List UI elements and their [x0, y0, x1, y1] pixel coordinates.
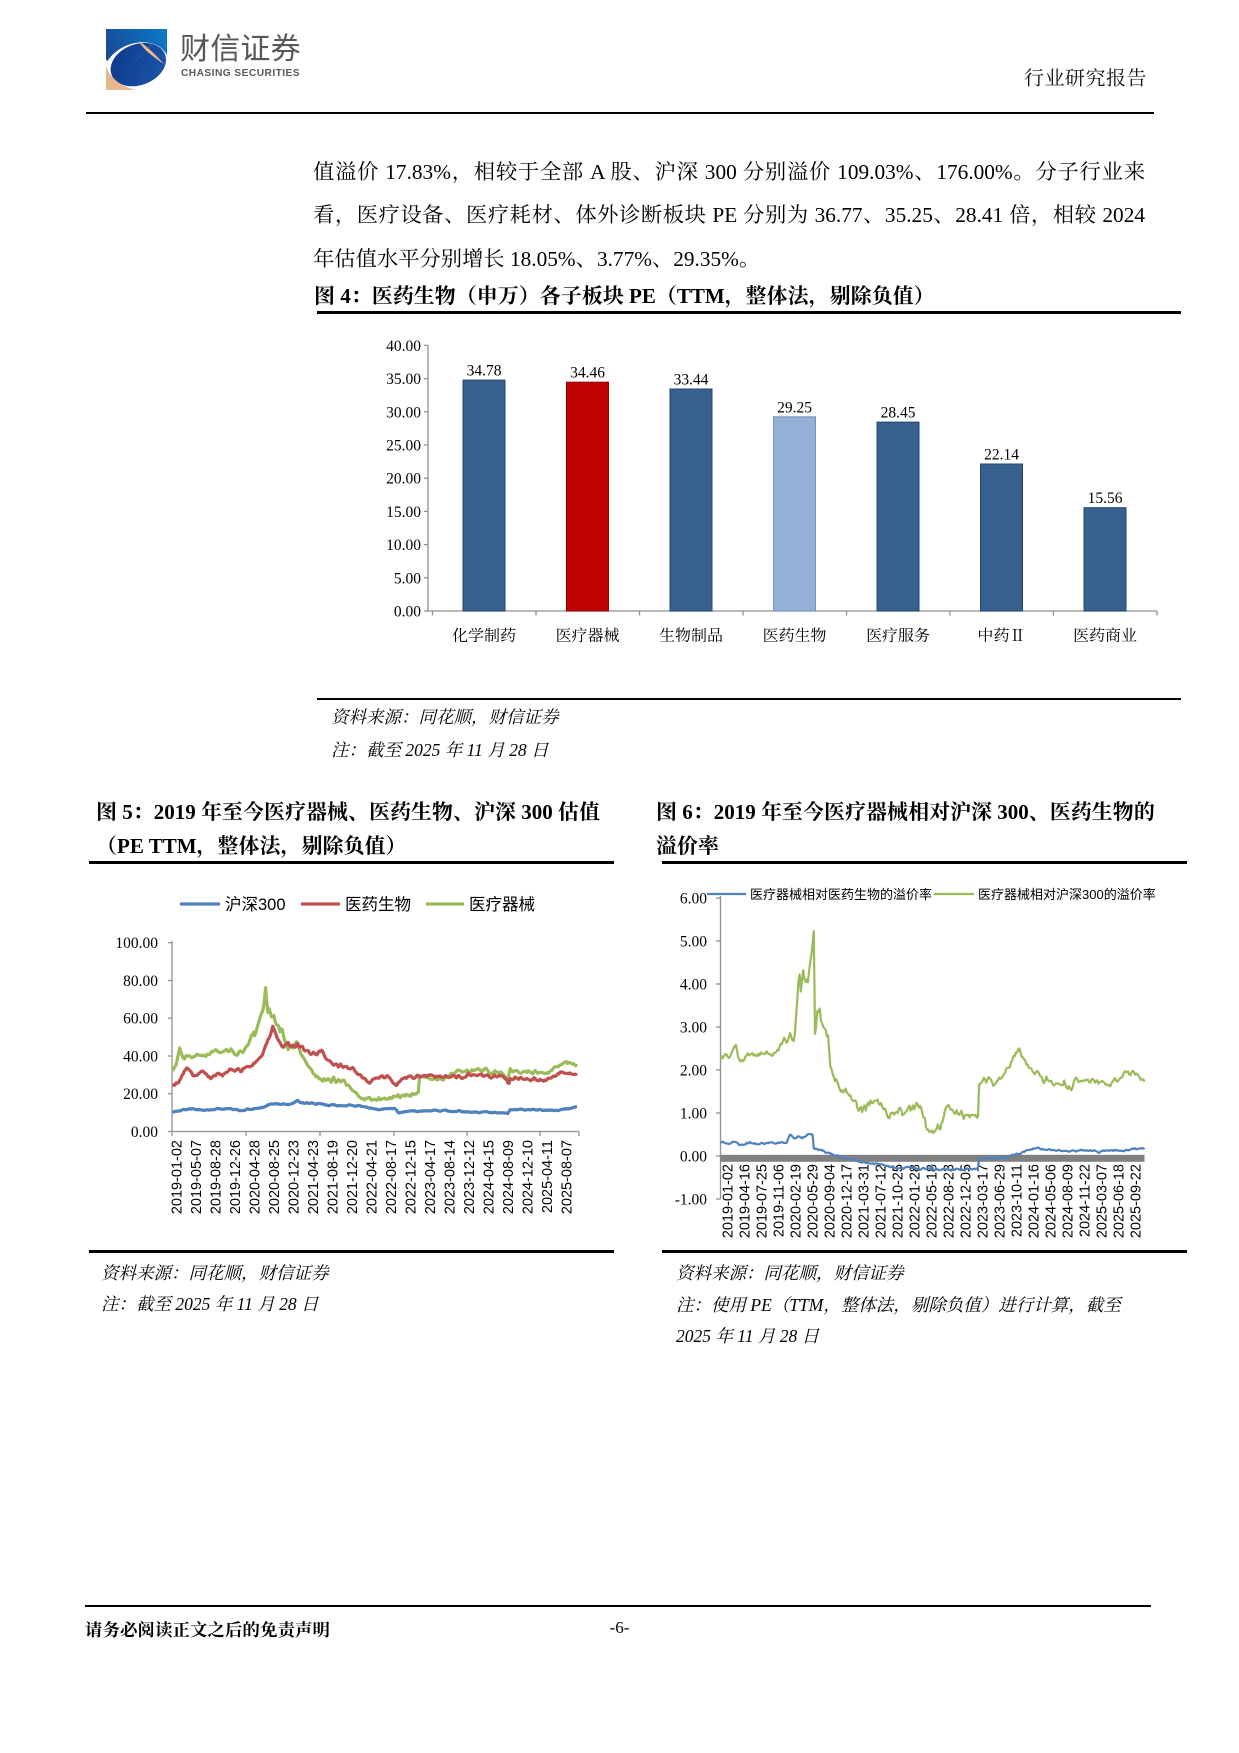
svg-text:10.00: 10.00	[386, 537, 421, 554]
svg-text:2023-10-11: 2023-10-11	[1010, 1164, 1026, 1237]
svg-text:中药Ⅱ: 中药Ⅱ	[977, 627, 1025, 645]
svg-text:40.00: 40.00	[386, 338, 421, 355]
svg-text:28.45: 28.45	[881, 405, 916, 422]
svg-text:2020-12-17: 2020-12-17	[840, 1164, 856, 1238]
svg-text:2023-12-12: 2023-12-12	[462, 1140, 478, 1214]
svg-text:2019-04-16: 2019-04-16	[738, 1164, 754, 1238]
svg-text:35.00: 35.00	[386, 371, 421, 388]
svg-text:2022-08-17: 2022-08-17	[384, 1140, 400, 1214]
svg-text:医药商业: 医药商业	[1073, 627, 1137, 645]
svg-text:60.00: 60.00	[123, 1011, 158, 1028]
svg-text:5.00: 5.00	[680, 934, 707, 951]
svg-text:5.00: 5.00	[394, 570, 421, 587]
svg-text:100.00: 100.00	[115, 935, 158, 952]
svg-text:医疗器械相对沪深300的溢价率: 医疗器械相对沪深300的溢价率	[978, 887, 1156, 902]
svg-text:80.00: 80.00	[123, 973, 158, 990]
svg-text:2025-04-11: 2025-04-11	[540, 1140, 556, 1213]
svg-text:20.00: 20.00	[123, 1086, 158, 1103]
svg-text:2024-12-10: 2024-12-10	[521, 1140, 537, 1214]
svg-text:2019-08-28: 2019-08-28	[209, 1140, 225, 1214]
svg-text:2020-12-23: 2020-12-23	[287, 1140, 303, 1214]
svg-text:15.00: 15.00	[386, 504, 421, 521]
svg-text:医疗器械相对医药生物的溢价率: 医疗器械相对医药生物的溢价率	[750, 887, 932, 902]
svg-text:2023-08-14: 2023-08-14	[443, 1140, 459, 1214]
svg-text:2019-01-02: 2019-01-02	[721, 1164, 737, 1238]
svg-text:医疗器械: 医疗器械	[469, 895, 535, 914]
svg-text:2022-12-15: 2022-12-15	[404, 1140, 420, 1214]
svg-text:2019-11-06: 2019-11-06	[772, 1164, 788, 1237]
svg-text:2023-06-29: 2023-06-29	[993, 1164, 1009, 1238]
svg-text:医疗器械: 医疗器械	[555, 627, 619, 645]
svg-text:2022-05-18: 2022-05-18	[925, 1164, 941, 1238]
svg-text:2024-04-15: 2024-04-15	[482, 1140, 498, 1214]
svg-text:2021-10-25: 2021-10-25	[891, 1164, 907, 1238]
svg-text:29.25: 29.25	[777, 399, 812, 416]
svg-text:2019-12-26: 2019-12-26	[228, 1140, 244, 1214]
svg-text:1.00: 1.00	[680, 1106, 707, 1123]
svg-text:20.00: 20.00	[386, 471, 421, 488]
svg-text:2022-12-05: 2022-12-05	[959, 1164, 975, 1238]
svg-text:2025-06-18: 2025-06-18	[1112, 1164, 1128, 1238]
svg-text:2025-09-22: 2025-09-22	[1129, 1164, 1145, 1238]
svg-text:-1.00: -1.00	[675, 1192, 708, 1209]
svg-text:34.78: 34.78	[467, 363, 502, 380]
svg-text:2021-07-12: 2021-07-12	[874, 1164, 890, 1238]
svg-text:25.00: 25.00	[386, 438, 421, 455]
svg-text:2022-01-28: 2022-01-28	[908, 1164, 924, 1238]
svg-text:4.00: 4.00	[680, 977, 707, 994]
svg-text:医疗服务: 医疗服务	[866, 627, 930, 645]
svg-text:2024-05-06: 2024-05-06	[1044, 1164, 1060, 1238]
svg-text:2020-09-04: 2020-09-04	[823, 1164, 839, 1238]
svg-text:2023-04-17: 2023-04-17	[423, 1140, 439, 1214]
svg-text:2021-04-23: 2021-04-23	[306, 1140, 322, 1214]
svg-text:2021-08-19: 2021-08-19	[326, 1140, 342, 1214]
svg-text:2019-01-02: 2019-01-02	[170, 1140, 186, 1214]
svg-text:2025-03-07: 2025-03-07	[1095, 1164, 1111, 1238]
svg-text:0.00: 0.00	[394, 604, 421, 621]
svg-text:2022-08-23: 2022-08-23	[942, 1164, 958, 1238]
svg-text:34.46: 34.46	[570, 365, 605, 382]
svg-text:2022-04-21: 2022-04-21	[365, 1140, 381, 1214]
svg-text:生物制品: 生物制品	[659, 627, 723, 645]
svg-text:2020-04-28: 2020-04-28	[248, 1140, 264, 1214]
svg-text:6.00: 6.00	[680, 891, 707, 908]
svg-text:2020-02-19: 2020-02-19	[789, 1164, 805, 1238]
svg-text:2024-08-09: 2024-08-09	[1061, 1164, 1077, 1238]
svg-text:2021-12-20: 2021-12-20	[345, 1140, 361, 1214]
svg-text:0.00: 0.00	[131, 1124, 158, 1141]
svg-text:医药生物: 医药生物	[345, 895, 411, 914]
svg-text:33.44: 33.44	[674, 372, 709, 389]
svg-text:2024-11-22: 2024-11-22	[1078, 1164, 1094, 1237]
svg-text:2024-01-16: 2024-01-16	[1027, 1164, 1043, 1238]
svg-text:40.00: 40.00	[123, 1049, 158, 1066]
svg-text:2020-05-29: 2020-05-29	[806, 1164, 822, 1238]
svg-text:2.00: 2.00	[680, 1063, 707, 1080]
svg-text:2024-08-09: 2024-08-09	[501, 1140, 517, 1214]
svg-text:医药生物: 医药生物	[762, 627, 826, 645]
svg-text:化学制药: 化学制药	[452, 627, 516, 645]
svg-text:2019-07-25: 2019-07-25	[755, 1164, 771, 1238]
svg-text:2021-03-31: 2021-03-31	[857, 1164, 873, 1238]
svg-text:2020-08-25: 2020-08-25	[267, 1140, 283, 1214]
svg-text:2019-05-07: 2019-05-07	[189, 1140, 205, 1214]
svg-text:沪深300: 沪深300	[225, 895, 286, 914]
svg-text:22.14: 22.14	[984, 447, 1019, 464]
svg-text:30.00: 30.00	[386, 404, 421, 421]
svg-text:0.00: 0.00	[680, 1149, 707, 1166]
svg-text:2023-03-17: 2023-03-17	[976, 1164, 992, 1238]
svg-text:3.00: 3.00	[680, 1020, 707, 1037]
svg-text:15.56: 15.56	[1088, 490, 1123, 507]
svg-text:2025-08-07: 2025-08-07	[560, 1140, 576, 1214]
